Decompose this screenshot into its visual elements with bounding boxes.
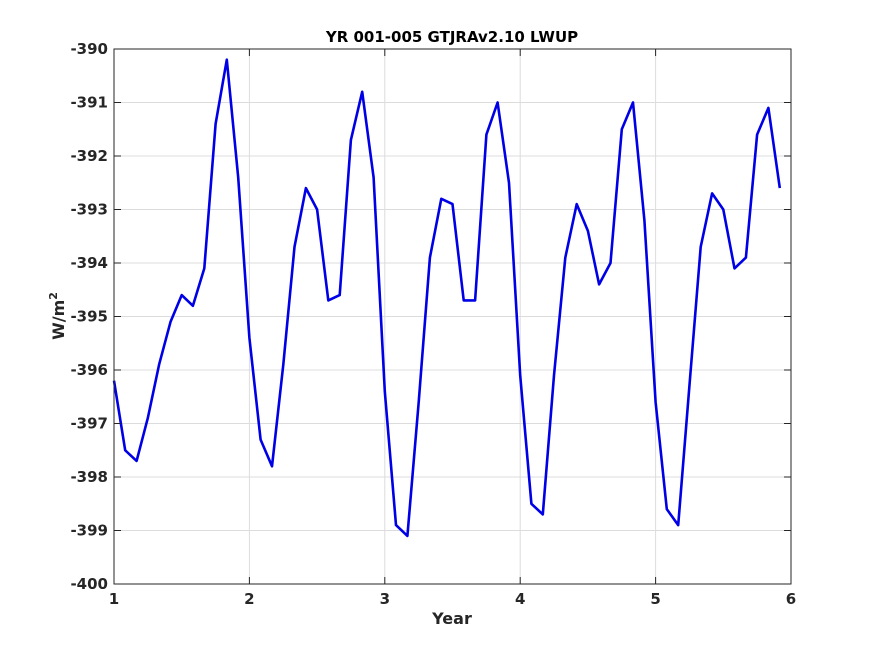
y-tick-label: -392 [70,147,108,165]
x-axis-label: Year [431,609,472,628]
y-tick-label: -391 [70,94,108,112]
chart-title: YR 001-005 GTJRAv2.10 LWUP [325,28,578,46]
x-tick-label: 5 [650,590,660,608]
series-line [112,58,782,538]
y-axis-label: W/m2 [47,292,68,340]
x-tick-label: 4 [515,590,525,608]
y-tick-label: -394 [70,254,108,272]
tick-marks [113,48,792,585]
y-tick-label: -399 [70,522,108,540]
x-tick-label: 3 [380,590,390,608]
x-tick-label: 2 [244,590,254,608]
y-tick-label: -395 [70,308,108,326]
y-axis-label-base: W/m [49,300,68,340]
y-tick-label: -398 [70,468,108,486]
y-tick-label: -396 [70,361,108,379]
y-tick-labels: -390 -391 -392 -393 -394 -395 -396 -397 -398 -399… [70,40,108,593]
y-tick-label: -390 [70,40,108,58]
x-tick-labels: 1 2 3 4 5 6 [109,590,796,608]
y-tick-label: -397 [70,415,108,433]
y-tick-label: -393 [70,201,108,219]
x-tick-label: 6 [786,590,796,608]
y-axis-label-superscript: 2 [47,292,60,300]
x-tick-label: 1 [109,590,119,608]
y-tick-label: -400 [70,575,108,593]
